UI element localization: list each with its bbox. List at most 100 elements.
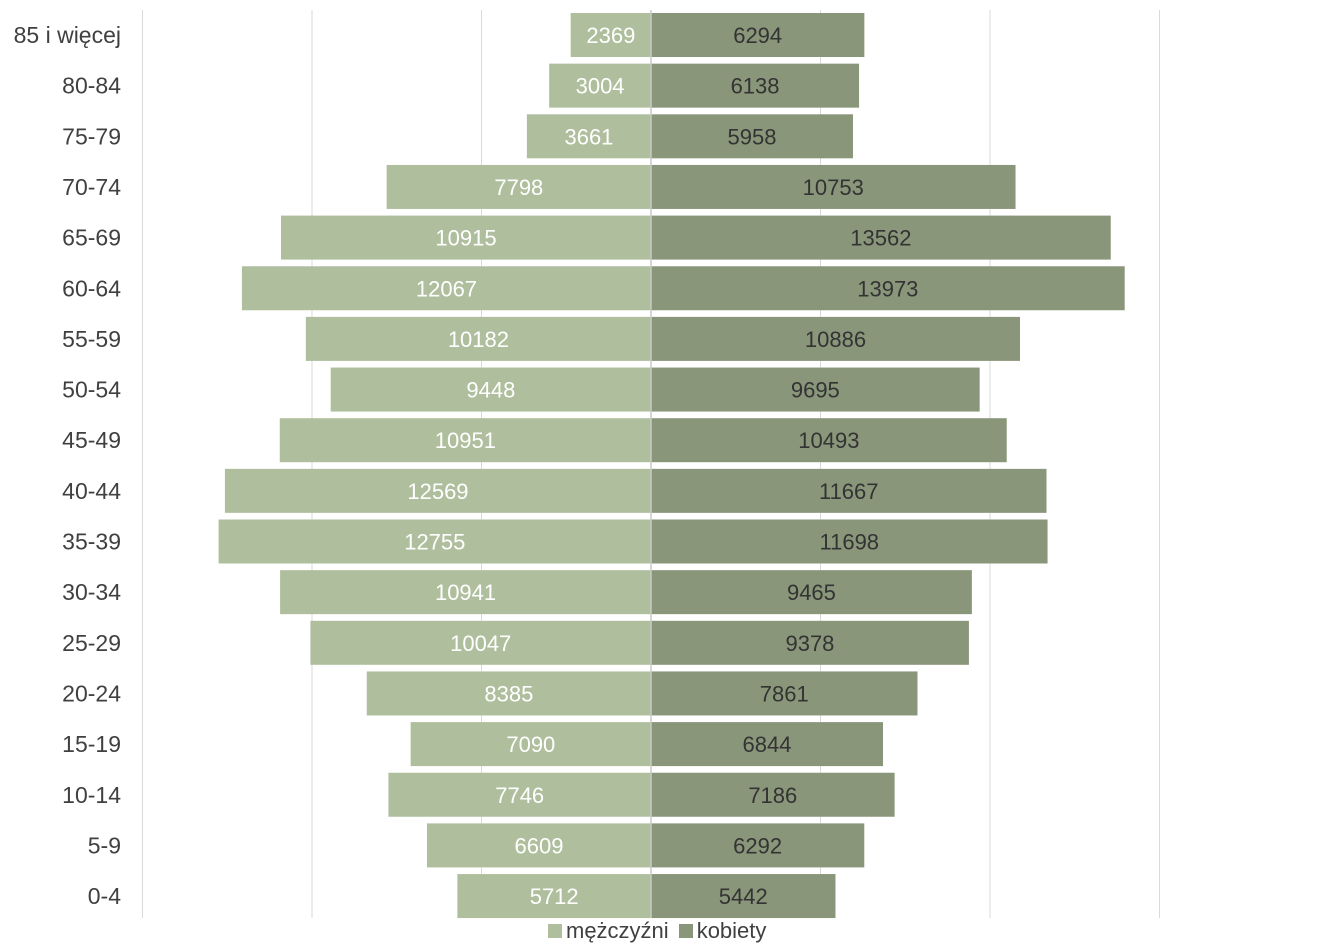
value-label-men: 10047 [450, 631, 511, 656]
value-label-women: 7861 [760, 681, 809, 706]
bar-men [570, 13, 651, 57]
category-label: 10-14 [62, 782, 121, 808]
bar-women [651, 519, 1048, 564]
value-label-women: 9378 [785, 631, 834, 656]
bars [218, 13, 1125, 919]
bar-women [651, 13, 865, 57]
value-label-men: 8385 [484, 681, 533, 706]
value-label-women: 13973 [857, 276, 918, 301]
value-label-men: 10951 [435, 428, 496, 453]
value-label-women: 10493 [798, 428, 859, 453]
category-label: 45-49 [62, 427, 121, 453]
bar-men [388, 772, 651, 817]
value-label-men: 2369 [586, 23, 635, 48]
value-label-men: 10941 [435, 580, 496, 605]
value-label-women: 10886 [805, 327, 866, 352]
category-label: 60-64 [62, 275, 121, 301]
bar-men [410, 722, 651, 767]
bar-men [218, 519, 651, 564]
category-label: 80-84 [62, 73, 121, 99]
bar-men [457, 874, 651, 919]
category-label: 35-39 [62, 529, 121, 555]
category-label: 25-29 [62, 630, 121, 656]
value-label-men: 10182 [448, 327, 509, 352]
bar-women [651, 620, 969, 665]
bar-women [651, 316, 1021, 361]
bar-women [651, 63, 860, 108]
bar-men [305, 316, 651, 361]
category-label: 15-19 [62, 731, 121, 757]
bar-men [366, 671, 651, 716]
value-label-men: 7746 [495, 783, 544, 808]
bar-men [386, 164, 651, 209]
category-label: 20-24 [62, 680, 121, 706]
bar-women [651, 823, 865, 868]
category-label: 75-79 [62, 123, 121, 149]
value-label-men: 9448 [466, 378, 515, 403]
value-label-men: 7090 [506, 732, 555, 757]
value-label-women: 6292 [733, 833, 782, 858]
bar-women [651, 215, 1111, 260]
legend-item-women: kobiety [678, 918, 767, 944]
bar-men [426, 823, 651, 868]
bar-women [651, 367, 980, 412]
bar-men [310, 620, 651, 665]
value-label-women: 6844 [743, 732, 792, 757]
category-label: 50-54 [62, 377, 121, 403]
legend: mężczyźni kobiety [548, 918, 767, 944]
bar-men [224, 468, 652, 513]
value-label-men: 3004 [576, 74, 625, 99]
bar-women [651, 164, 1016, 209]
value-label-men: 12569 [407, 479, 468, 504]
value-label-men: 10915 [435, 226, 496, 251]
value-label-women: 7186 [748, 783, 797, 808]
value-label-men: 6609 [515, 833, 564, 858]
bar-men [241, 266, 651, 311]
bar-women [651, 468, 1047, 513]
bar-women [651, 570, 972, 615]
legend-swatch-men [548, 924, 562, 938]
category-label: 85 i więcej [14, 22, 121, 48]
category-label: 55-59 [62, 326, 121, 352]
bar-women [651, 772, 895, 817]
value-label-women: 11698 [820, 530, 880, 555]
bar-men [279, 418, 651, 463]
value-label-men: 5712 [530, 884, 579, 909]
bar-women [651, 418, 1007, 463]
value-label-women: 10753 [803, 175, 864, 200]
category-labels: 85 i więcej 80-84 75-79 70-74 65-69 60-64 55-5… [14, 22, 122, 909]
bar-women [651, 114, 853, 159]
legend-label-men: mężczyźni [566, 918, 669, 943]
category-label: 70-74 [62, 174, 121, 200]
category-label: 30-34 [62, 579, 121, 605]
category-label: 0-4 [88, 883, 121, 909]
value-label-women: 13562 [850, 226, 911, 251]
value-label-women: 9465 [787, 580, 836, 605]
value-label-men: 7798 [494, 175, 543, 200]
legend-item-men: mężczyźni [548, 918, 669, 944]
value-label-women: 5442 [719, 884, 768, 909]
bar-men [330, 367, 651, 412]
bar-men [280, 570, 651, 615]
gridlines [142, 10, 1160, 918]
bar-women [651, 671, 918, 716]
category-label: 40-44 [62, 478, 121, 504]
legend-swatch-women [678, 924, 693, 938]
bar-men [549, 63, 651, 108]
value-label-women: 9695 [791, 378, 840, 403]
bar-women [651, 722, 884, 767]
value-label-women: 5958 [728, 124, 777, 149]
bar-men [280, 215, 651, 260]
bar-women [651, 874, 836, 919]
bar-women [651, 266, 1125, 311]
value-label-men: 3661 [564, 124, 613, 149]
value-label-men: 12067 [416, 276, 477, 301]
category-label: 5-9 [88, 832, 121, 858]
legend-label-women: kobiety [696, 918, 767, 943]
value-label-women: 6138 [731, 74, 780, 99]
value-label-women: 6294 [733, 23, 782, 48]
value-label-men: 12755 [404, 530, 465, 555]
bar-men [526, 114, 651, 159]
value-label-women: 11667 [819, 479, 879, 504]
